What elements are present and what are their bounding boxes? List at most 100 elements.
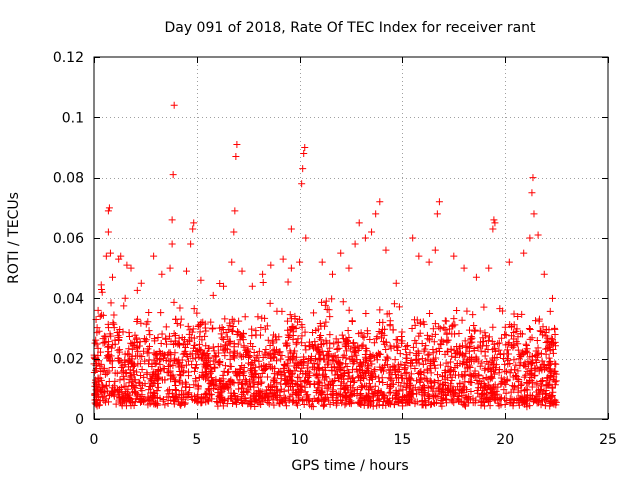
scatter-point xyxy=(379,378,387,386)
scatter-point xyxy=(483,395,491,403)
scatter-point xyxy=(189,354,197,362)
scatter-point xyxy=(97,376,105,384)
scatter-point xyxy=(490,360,498,368)
scatter-point xyxy=(349,339,357,347)
scatter-point xyxy=(518,380,526,388)
scatter-point xyxy=(291,315,299,323)
scatter-point xyxy=(203,350,211,358)
scatter-point xyxy=(509,343,517,351)
scatter-point xyxy=(363,327,371,335)
scatter-point xyxy=(334,338,342,346)
scatter-point xyxy=(478,359,486,367)
scatter-point xyxy=(514,313,522,321)
scatter-point xyxy=(394,343,402,351)
scatter-point xyxy=(283,317,291,325)
scatter-point xyxy=(204,345,212,353)
scatter-point xyxy=(106,357,114,365)
scatter-point xyxy=(253,398,261,406)
scatter-point xyxy=(235,370,243,378)
scatter-point-outlier xyxy=(372,210,380,218)
scatter-point xyxy=(389,326,397,334)
scatter-point xyxy=(359,332,367,340)
scatter-point xyxy=(190,381,198,389)
scatter-point xyxy=(537,327,545,335)
scatter-point xyxy=(138,366,146,374)
y-tick-label: 0.06 xyxy=(53,231,84,247)
scatter-point xyxy=(545,326,553,334)
scatter-point xyxy=(389,380,397,388)
scatter-point xyxy=(349,366,357,374)
scatter-point xyxy=(466,362,474,370)
scatter-point xyxy=(429,325,437,333)
scatter-point xyxy=(515,399,523,407)
scatter-point xyxy=(424,351,432,359)
scatter-point-outlier xyxy=(117,252,125,260)
scatter-point xyxy=(453,343,461,351)
scatter-point xyxy=(544,374,552,382)
scatter-point xyxy=(551,342,559,350)
scatter-point xyxy=(322,297,330,305)
scatter-point xyxy=(338,331,346,339)
scatter-point xyxy=(429,385,437,393)
scatter-point xyxy=(541,396,549,404)
scatter-point xyxy=(435,386,443,394)
scatter-point xyxy=(429,392,437,400)
scatter-point xyxy=(448,376,456,384)
scatter-point-outlier xyxy=(228,258,236,266)
scatter-point xyxy=(340,384,348,392)
scatter-point xyxy=(158,376,166,384)
scatter-point xyxy=(432,398,440,406)
scatter-point xyxy=(411,316,419,324)
scatter-point xyxy=(227,377,235,385)
scatter-point xyxy=(104,320,112,328)
scatter-point xyxy=(429,349,437,357)
scatter-point xyxy=(437,336,445,344)
scatter-point xyxy=(497,380,505,388)
scatter-point xyxy=(400,379,408,387)
scatter-point xyxy=(337,371,345,379)
scatter-point-outlier xyxy=(490,216,498,224)
scatter-point xyxy=(173,320,181,328)
scatter-point xyxy=(281,372,289,380)
scatter-point xyxy=(326,400,334,408)
scatter-point xyxy=(294,335,302,343)
scatter-point xyxy=(468,338,476,346)
scatter-point xyxy=(202,361,210,369)
scatter-point xyxy=(528,383,536,391)
scatter-point xyxy=(447,396,455,404)
scatter-point-outlier xyxy=(232,153,240,161)
scatter-point-outlier xyxy=(345,264,353,272)
scatter-point xyxy=(548,391,556,399)
scatter-point-outlier xyxy=(433,210,441,218)
scatter-point xyxy=(481,329,489,337)
scatter-point xyxy=(358,368,366,376)
scatter-point xyxy=(144,318,152,326)
scatter-point-outlier xyxy=(123,261,131,269)
scatter-point xyxy=(395,379,403,387)
scatter-point xyxy=(477,397,485,405)
scatter-point xyxy=(403,354,411,362)
scatter-point xyxy=(477,338,485,346)
scatter-point xyxy=(307,352,315,360)
scatter-point xyxy=(350,377,358,385)
scatter-point xyxy=(125,397,133,405)
scatter-point xyxy=(368,375,376,383)
scatter-point xyxy=(217,330,225,338)
scatter-point xyxy=(261,349,269,357)
scatter-point xyxy=(529,358,537,366)
scatter-point xyxy=(476,362,484,370)
scatter-point xyxy=(549,388,557,396)
scatter-point xyxy=(287,325,295,333)
scatter-point xyxy=(137,372,145,380)
scatter-point xyxy=(346,382,354,390)
scatter-point-outlier xyxy=(104,207,112,215)
scatter-point xyxy=(207,318,215,326)
scatter-point xyxy=(108,363,116,371)
scatter-point xyxy=(392,386,400,394)
scatter-point-outlier xyxy=(98,288,106,296)
scatter-point xyxy=(289,353,297,361)
scatter-point xyxy=(542,390,550,398)
y-tick-label: 0 xyxy=(75,412,84,428)
scatter-point xyxy=(421,374,429,382)
scatter-point xyxy=(118,368,126,376)
